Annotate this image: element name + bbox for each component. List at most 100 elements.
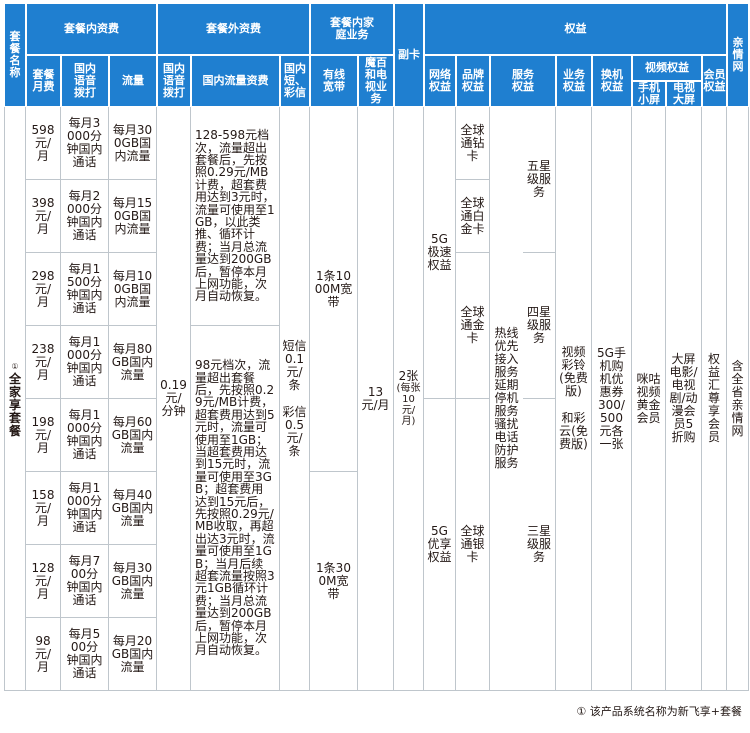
header-domestic-flow-fee: 国内流量资费 — [191, 55, 280, 107]
header-switch-right: 换机权益 — [592, 55, 632, 107]
header-broadband-text: 有线宽带 — [323, 68, 345, 93]
member-right: 权益汇尊享会员 — [702, 107, 727, 691]
row-voice-text: 每月2000分钟国内通话 — [66, 189, 103, 242]
outer-mms-text: 彩信0.5元/条 — [282, 404, 307, 458]
footnote: ① 该产品系统名称为新飞享+套餐 — [576, 705, 742, 718]
header-sub-card: 副卡 — [394, 3, 424, 107]
header-mobile-small-text: 手机小屏 — [638, 81, 660, 106]
row-flow-text: 每月20GB国内流量 — [111, 633, 154, 674]
biz-cloud: 和彩云(免费版) — [559, 411, 588, 451]
brand-silver: 全球通银卡 — [456, 399, 490, 691]
outer-flow-fee-tier1: 128-598元档次，流量超出套餐后，先按照0.29元/MB计费，超套费用达到3… — [191, 107, 280, 326]
header-family-net-text: 亲情网 — [732, 36, 744, 73]
outer-flow-fee-tier1-text: 128-598元档次，流量超出套餐后，先按照0.29元/MB计费，超套费用达到3… — [195, 128, 275, 304]
row-voice-text: 每月1000分钟国内通话 — [66, 408, 103, 461]
biz-rights: 视频彩铃(免费版) 和彩云(免费版) — [556, 107, 592, 691]
sub-card-count: 2张 — [398, 369, 419, 383]
header-domestic-voice: 国内语音拨打 — [61, 55, 109, 107]
header-monthly-fee-text: 套餐月费 — [32, 68, 55, 93]
service-4star-text: 四星级服务 — [526, 305, 551, 345]
row-voice: 每月1000分钟国内通话 — [61, 472, 109, 545]
row-voice: 每月1500分钟国内通话 — [61, 253, 109, 326]
row-flow: 每月20GB国内流量 — [109, 618, 157, 691]
row-fee: 598元/月 — [26, 107, 61, 180]
header-outer-voice-text: 国内语音拨打 — [163, 62, 185, 99]
broadband-300m-text: 1条300M宽带 — [316, 560, 351, 601]
video-tv-text: 大屏电影/电视剧/动漫会员5折购 — [669, 352, 698, 444]
row-fee: 158元/月 — [26, 472, 61, 545]
header-broadband: 有线宽带 — [310, 55, 358, 107]
video-mobile-text: 咪咕视频黄金会员 — [636, 371, 661, 425]
outer-flow-fee-tier2: 98元档次，流量超出套餐后，先按照0.29元/MB计费，超套费用达到5元时，流量… — [191, 326, 280, 691]
service-5star: 五星级服务 — [523, 107, 556, 253]
row-flow-text: 每月100GB国内流量 — [112, 268, 153, 309]
member-right-text: 权益汇尊享会员 — [707, 352, 720, 444]
header-flow-text: 流量 — [122, 74, 144, 87]
header-plan-name: 套餐名称 — [4, 3, 26, 107]
header-family-net: 亲情网 — [727, 3, 749, 107]
header-switch-right-text: 换机权益 — [601, 68, 623, 93]
row-flow: 每月150GB国内流量 — [109, 180, 157, 253]
brand-platinum: 全球通白金卡 — [456, 180, 490, 253]
header-brand-right: 品牌权益 — [456, 55, 490, 107]
row-flow-text: 每月150GB国内流量 — [112, 195, 153, 236]
row-flow-text: 每月40GB国内流量 — [111, 487, 154, 528]
brand-gold: 全球通金卡 — [456, 253, 490, 399]
plan-title: ① 全家享套餐 — [4, 107, 26, 691]
row-voice-text: 每月1000分钟国内通话 — [66, 481, 103, 534]
header-inner-fee: 套餐内资费 — [26, 3, 157, 55]
row-flow: 每月300GB国内流量 — [109, 107, 157, 180]
service-3star: 三星级服务 — [523, 399, 556, 691]
header-network-right-text: 网络权益 — [429, 68, 451, 93]
header-outer-voice: 国内语音拨打 — [157, 55, 191, 107]
row-voice: 每月3000分钟国内通话 — [61, 107, 109, 180]
header-rights: 权益 — [424, 3, 727, 55]
row-fee-text: 298元/月 — [31, 268, 55, 309]
header-sms-mms-text: 国内短、彩信 — [284, 62, 306, 99]
row-fee-text: 158元/月 — [31, 487, 55, 528]
header-domestic-flow-fee-text: 国内流量资费 — [202, 74, 269, 87]
row-voice-text: 每月700分钟国内通话 — [66, 554, 103, 607]
row-flow: 每月100GB国内流量 — [109, 253, 157, 326]
outer-voice-text: 0.19元/分钟 — [160, 378, 187, 418]
header-video-right: 视频权益 — [632, 55, 702, 81]
broadband-1000m: 1条1000M宽带 — [310, 107, 358, 472]
outer-sms-text: 短信0.1元/条 — [282, 338, 307, 392]
net-5g-fast-text: 5G极速权益 — [427, 232, 452, 272]
plan-title-text: 全家享套餐 — [8, 372, 21, 438]
row-voice-text: 每月3000分钟国内通话 — [66, 116, 103, 169]
broadband-1000m-text: 1条1000M宽带 — [314, 268, 353, 309]
brand-platinum-text: 全球通白金卡 — [460, 195, 485, 236]
header-mobaihe: 魔百和电视业务 — [358, 55, 394, 107]
header-service-right: 服务权益 — [490, 55, 556, 107]
row-fee-text: 238元/月 — [31, 341, 55, 382]
mobaihe-fee: 13元/月 — [358, 107, 394, 691]
header-mobaihe-text: 魔百和电视业务 — [365, 56, 387, 105]
plan-table: 套餐名称 套餐内资费 套餐外资费 套餐内家庭业务 副卡 权益 亲情网 套餐月费 … — [4, 3, 749, 691]
net-5g-premium: 5G优享权益 — [424, 399, 456, 691]
sub-card-note: (每张10元/月) — [396, 383, 421, 427]
header-tv-large: 电视大屏 — [666, 81, 702, 107]
row-flow: 每月30GB国内流量 — [109, 545, 157, 618]
header-biz-right: 业务权益 — [556, 55, 592, 107]
service-4star: 四星级服务 — [523, 253, 556, 399]
row-flow: 每月60GB国内流量 — [109, 399, 157, 472]
header-video-right-text: 视频权益 — [645, 61, 689, 74]
row-voice: 每月500分钟国内通话 — [61, 618, 109, 691]
header-inner-fee-text: 套餐内资费 — [64, 22, 119, 35]
row-fee: 128元/月 — [26, 545, 61, 618]
row-flow-text: 每月60GB国内流量 — [111, 414, 154, 455]
row-voice: 每月1000分钟国内通话 — [61, 326, 109, 399]
row-voice: 每月1000分钟国内通话 — [61, 399, 109, 472]
switch-coupon: 5G手机购机优惠券 300/500元各一张 — [592, 107, 632, 691]
net-5g-premium-text: 5G优享权益 — [427, 524, 452, 564]
row-flow: 每月40GB国内流量 — [109, 472, 157, 545]
row-fee-text: 98元/月 — [34, 633, 52, 674]
row-flow-text: 每月300GB国内流量 — [112, 122, 153, 163]
header-monthly-fee: 套餐月费 — [26, 55, 61, 107]
sub-card: 2张 (每张10元/月) — [394, 107, 424, 691]
header-member-right-text: 会员权益 — [703, 68, 726, 93]
outer-flow-fee-tier2-text: 98元档次，流量超出套餐后，先按照0.29元/MB计费，超套费用达到5元时，流量… — [195, 358, 275, 658]
row-flow: 每月80GB国内流量 — [109, 326, 157, 399]
row-fee-text: 198元/月 — [31, 414, 55, 455]
